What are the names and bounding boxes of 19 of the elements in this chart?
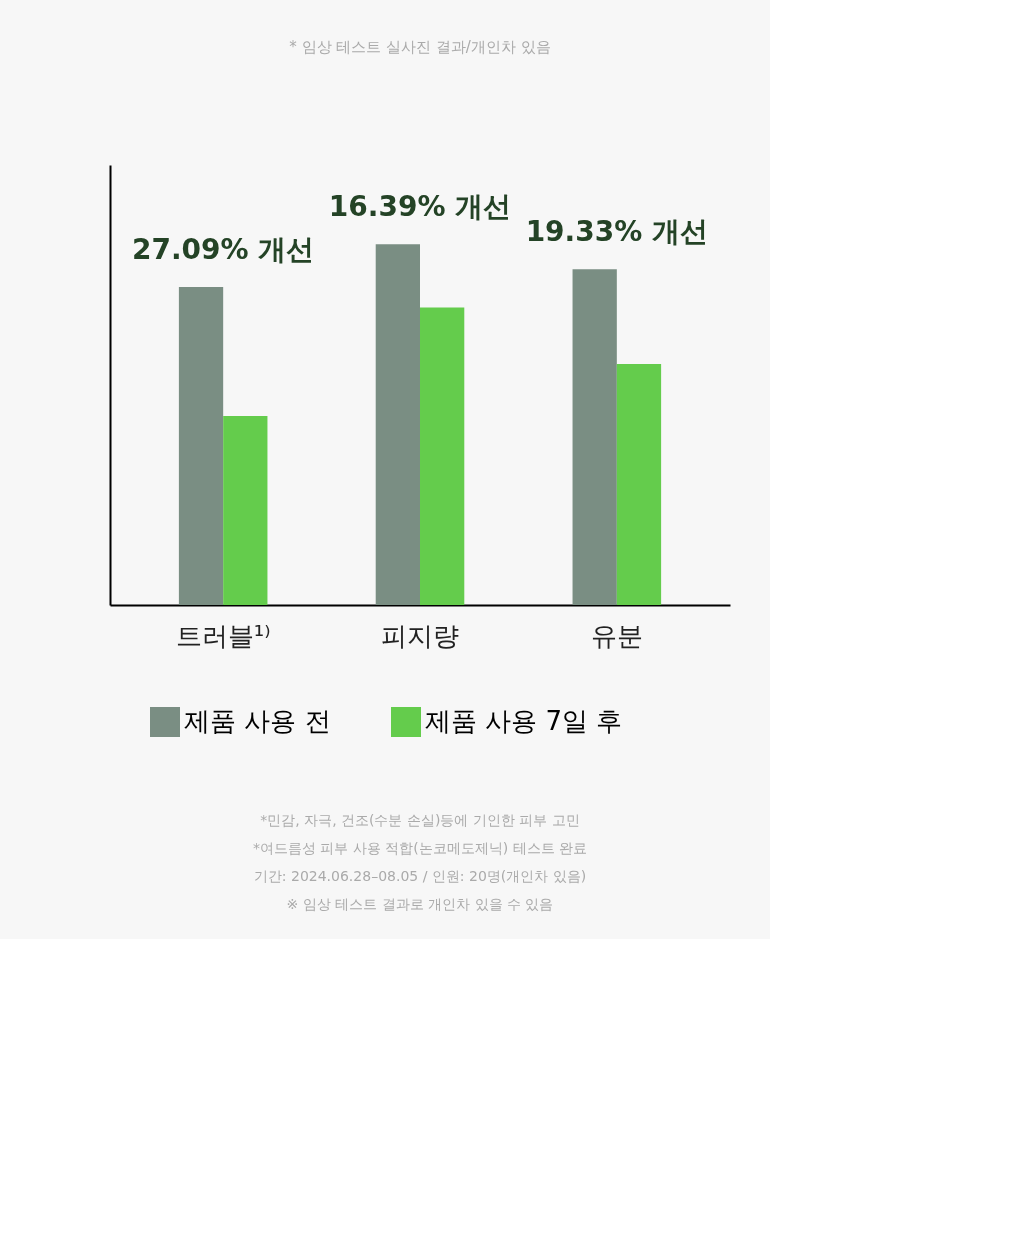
x-tick-label: 유분: [590, 620, 643, 651]
legend-label: 제품 사용 7일 후: [425, 706, 623, 736]
bar: [616, 364, 662, 605]
bar: [223, 416, 268, 605]
annotation: 19.33% 개선: [525, 215, 709, 249]
bar: [420, 307, 465, 605]
legend-label: 제품 사용 전: [184, 706, 331, 736]
x-tick-label: 피지량: [381, 620, 459, 651]
text: 16.39% 개선: [328, 190, 512, 224]
bar: [375, 244, 420, 605]
text: ※ 임상 테스트 결과로 개인차 있을 수 있음: [286, 896, 554, 912]
bar: [572, 269, 617, 605]
x-tick-label: 트러블¹⁾: [175, 620, 271, 651]
annotation: 27.09% 개선: [131, 232, 315, 266]
bar: [178, 286, 224, 605]
text: 기간: 2024.06.28–08.05 / 인원: 20명(개인차 있음): [253, 868, 587, 884]
text: *민감, 자극, 건조(수분 손실)등에 기인한 피부 고민: [260, 812, 580, 828]
chart-title: * 임상 테스트 실사진 결과/개인차 있음: [289, 38, 551, 56]
text: *여드름성 피부 사용 적합(논코메도제닉) 테스트 완료: [252, 840, 588, 856]
